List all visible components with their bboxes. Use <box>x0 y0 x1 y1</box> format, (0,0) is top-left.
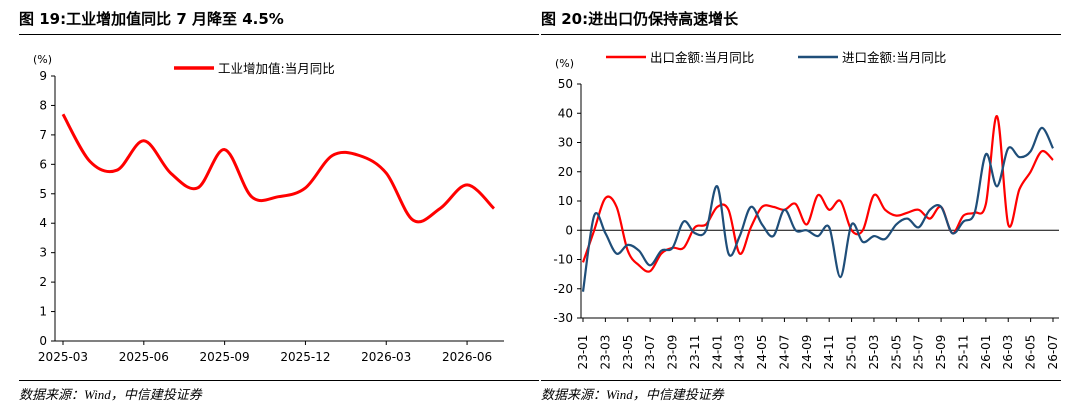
left-y-tick-label: 8 <box>39 98 47 112</box>
right-x-tick-label: 25-11 <box>956 335 970 370</box>
right-x-tick-label: 26-03 <box>1001 335 1015 370</box>
left-source-note: 数据来源：Wind，中信建投证券 <box>19 387 202 402</box>
right-x-tick-label: 23-09 <box>666 335 680 370</box>
left-legend-label: 工业增加值:当月同比 <box>218 61 335 76</box>
right-x-tick-label: 23-05 <box>621 335 635 370</box>
right-source-rule <box>541 380 1061 381</box>
left-panel: 图 19:工业增加值同比 7 月降至 4.5% (%) 0 1 2 3 4 5 6 7 8 9 202… <box>19 0 539 414</box>
left-chart-title: 图 19:工业增加值同比 7 月降至 4.5% <box>19 10 284 28</box>
left-y-tick-label: 0 <box>39 334 47 348</box>
left-y-tick-label: 6 <box>39 157 47 171</box>
right-y-tick-label: 30 <box>558 136 573 150</box>
right-x-tick-label: 23-11 <box>688 335 702 370</box>
right-y-tick-label: -30 <box>553 311 573 325</box>
left-x-tick-label: 2026-03 <box>361 350 411 364</box>
right-x-tick-label: 25-01 <box>845 335 859 370</box>
right-x-tick-label: 25-07 <box>912 335 926 370</box>
right-y-tick-label: -20 <box>553 282 573 296</box>
right-x-tick-label: 26-05 <box>1024 335 1038 370</box>
left-source-rule <box>19 380 539 381</box>
right-x-tick-label: 24-01 <box>710 335 724 370</box>
left-y-tick-label: 5 <box>39 187 47 201</box>
right-y-tick-label: 0 <box>565 223 573 237</box>
left-y-tick-label: 1 <box>39 305 47 319</box>
right-x-tick-label: 26-07 <box>1046 335 1060 370</box>
left-y-tick-label: 2 <box>39 275 47 289</box>
right-panel: 图 20:进出口仍保持高速增长 (%) -30 -20 -10 0 10 20 30 40 50 2… <box>541 0 1061 414</box>
left-chart: (%) 0 1 2 3 4 5 6 7 8 9 2025-03 2025-06 2025-09 2025-1… <box>33 53 504 364</box>
right-legend-export-label: 出口金额:当月同比 <box>650 50 754 65</box>
left-x-tick-label: 2025-09 <box>200 350 250 364</box>
right-x-tick-label: 24-11 <box>822 335 836 370</box>
right-x-tick-label: 24-09 <box>800 335 814 370</box>
right-title-rule <box>541 34 1061 35</box>
right-y-tick-label: -10 <box>553 253 573 267</box>
right-source-note: 数据来源：Wind，中信建投证券 <box>541 387 724 402</box>
left-title-rule <box>19 34 539 35</box>
right-x-tick-label: 24-05 <box>755 335 769 370</box>
right-chart-title: 图 20:进出口仍保持高速增长 <box>541 10 739 28</box>
right-y-tick-label: 20 <box>558 165 573 179</box>
right-x-tick-label: 25-09 <box>934 335 948 370</box>
left-y-tick-label: 3 <box>39 246 47 260</box>
right-x-tick-label: 25-05 <box>889 335 903 370</box>
left-x-tick-label: 2026-06 <box>442 350 492 364</box>
left-x-tick-label: 2025-12 <box>280 350 330 364</box>
right-y-unit-label: (%) <box>555 57 574 70</box>
right-legend-import-label: 进口金额:当月同比 <box>842 50 946 65</box>
left-y-unit-label: (%) <box>33 53 52 66</box>
left-x-tick-label: 2025-03 <box>38 350 88 364</box>
right-x-tick-label: 23-07 <box>643 335 657 370</box>
right-x-tick-label: 25-03 <box>867 335 881 370</box>
left-y-tick-label: 4 <box>39 216 47 230</box>
left-series-line <box>61 113 496 224</box>
right-chart: (%) -30 -20 -10 0 10 20 30 40 50 23-01 23-03 23-05 23… <box>553 50 1060 370</box>
right-export-series-line <box>581 115 1054 273</box>
right-x-tick-label: 26-01 <box>979 335 993 370</box>
left-y-tick-label: 9 <box>39 69 47 83</box>
right-x-tick-label: 23-01 <box>576 335 590 370</box>
right-y-tick-label: 40 <box>558 106 573 120</box>
left-x-tick-label: 2025-06 <box>119 350 169 364</box>
right-x-tick-label: 24-07 <box>777 335 791 370</box>
right-x-tick-label: 23-03 <box>598 335 612 370</box>
right-x-tick-label: 24-03 <box>733 335 747 370</box>
left-y-tick-label: 7 <box>39 128 47 142</box>
right-y-tick-label: 10 <box>558 194 573 208</box>
right-y-tick-label: 50 <box>558 77 573 91</box>
